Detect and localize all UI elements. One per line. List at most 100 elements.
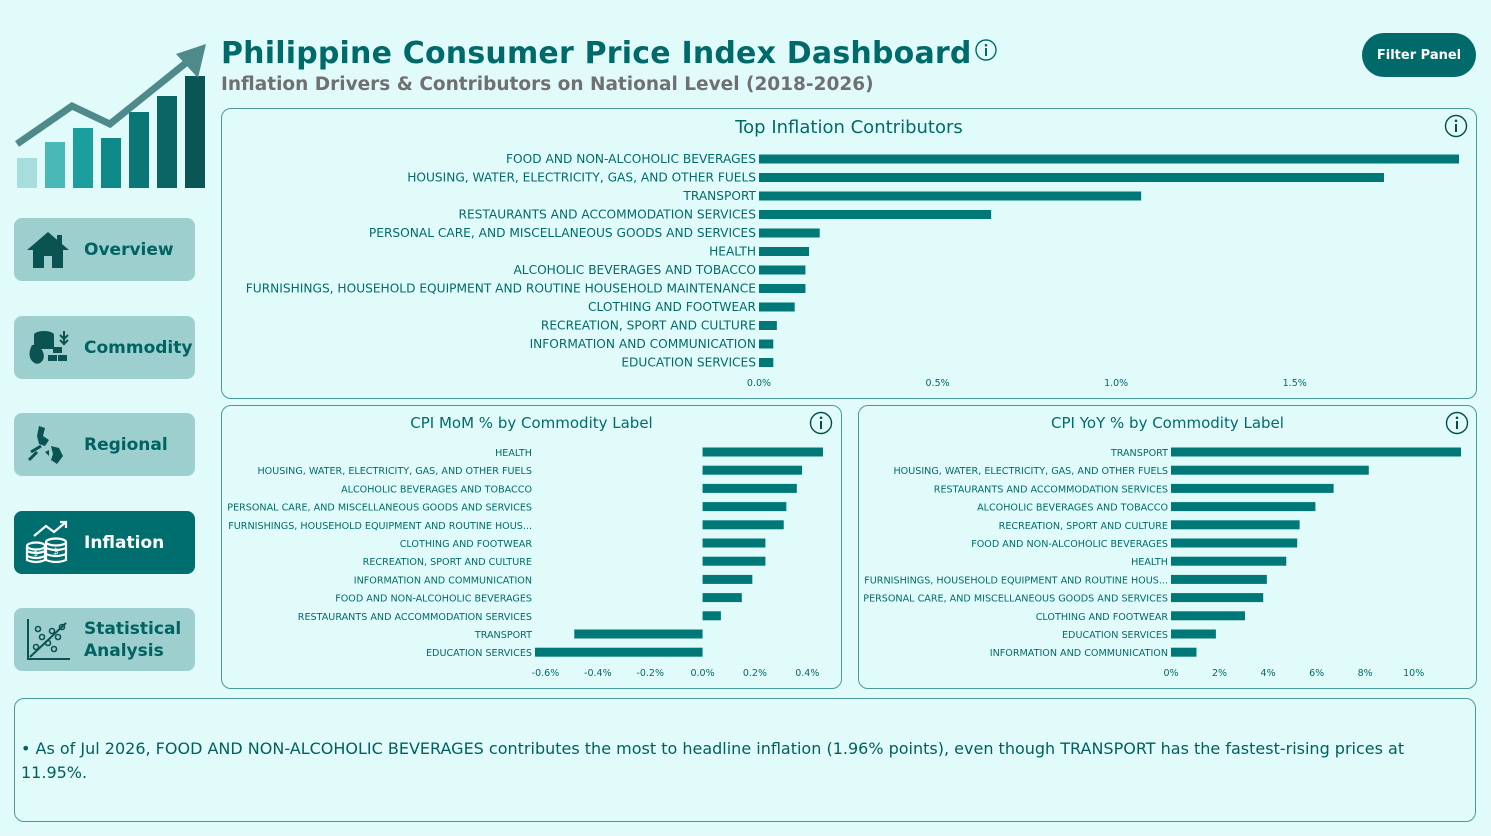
nav-inflation-button[interactable]: $ $ Inflation	[14, 511, 195, 574]
bar[interactable]	[759, 284, 806, 293]
bar[interactable]	[759, 358, 774, 367]
tick-label: 0%	[1163, 668, 1178, 679]
bar[interactable]	[759, 247, 809, 256]
bar[interactable]	[1171, 574, 1267, 584]
tick-label: 0.2%	[743, 668, 767, 679]
category-label: ALCOHOLIC BEVERAGES AND TOBACCO	[341, 484, 532, 495]
nav-overview-button[interactable]: Overview	[14, 218, 195, 281]
category-label: PERSONAL CARE, AND MISCELLANEOUS GOODS A…	[227, 503, 532, 514]
title-info-icon[interactable]	[975, 39, 997, 61]
bar[interactable]	[759, 228, 820, 238]
bar[interactable]	[574, 629, 703, 639]
top-inflation-contributors-card: Top Inflation Contributors FOOD AND NON-…	[221, 108, 1477, 399]
tick-label: 10%	[1403, 668, 1424, 679]
tick-label: -0.2%	[636, 668, 664, 679]
insight-box: • As of Jul 2026, FOOD AND NON-ALCOHOLIC…	[14, 698, 1476, 822]
bar[interactable]	[1171, 647, 1197, 657]
category-label: FOOD AND NON-ALCOHOLIC BEVERAGES	[971, 539, 1168, 550]
nav-commodity-label: Commodity	[84, 337, 193, 358]
bar[interactable]	[1171, 538, 1298, 548]
cpi-yoy-card: CPI YoY % by Commodity Label TRANSPORT HO…	[858, 405, 1477, 689]
category-label: CLOTHING AND FOOTWEAR	[1036, 612, 1169, 623]
filter-panel-button[interactable]: Filter Panel	[1362, 33, 1476, 77]
bar[interactable]	[759, 265, 806, 275]
commodity-icon	[22, 324, 74, 372]
tick-label: 6%	[1309, 668, 1324, 679]
bar[interactable]	[759, 154, 1459, 164]
category-label: RESTAURANTS AND ACCOMMODATION SERVICES	[298, 612, 532, 623]
bar[interactable]	[1171, 556, 1287, 566]
bar[interactable]	[702, 502, 787, 512]
chart-info-icon[interactable]	[1445, 411, 1469, 435]
category-label: EDUCATION SERVICES	[1062, 630, 1168, 641]
category-label: HEALTH	[1131, 557, 1168, 568]
chart-title: CPI MoM % by Commodity Label	[410, 414, 653, 432]
bar[interactable]	[1171, 465, 1369, 475]
bar[interactable]	[1171, 593, 1264, 603]
bar[interactable]	[759, 173, 1384, 182]
tick-label: 0.5%	[926, 378, 950, 389]
category-label: FOOD AND NON-ALCOHOLIC BEVERAGES	[506, 152, 756, 166]
category-label: HOUSING, WATER, ELECTRICITY, GAS, AND OT…	[893, 466, 1168, 477]
bar[interactable]	[759, 210, 992, 219]
chart-info-icon[interactable]	[1444, 114, 1468, 138]
bar[interactable]	[702, 465, 803, 475]
nav-statistical-analysis-label: Statistical Analysis	[84, 618, 182, 661]
bar[interactable]	[535, 647, 703, 657]
bar[interactable]	[702, 520, 784, 530]
nav-statistical-analysis-button[interactable]: Statistical Analysis	[14, 608, 195, 671]
nav-regional-label: Regional	[84, 434, 168, 455]
chart-info-icon[interactable]	[809, 411, 833, 435]
nav-commodity-button[interactable]: Commodity	[14, 316, 195, 379]
category-label: PERSONAL CARE, AND MISCELLANEOUS GOODS A…	[369, 226, 756, 240]
bar[interactable]	[759, 339, 774, 349]
category-label: RECREATION, SPORT AND CULTURE	[363, 557, 532, 568]
bar[interactable]	[702, 483, 797, 493]
category-label: FURNISHINGS, HOUSEHOLD EQUIPMENT AND ROU…	[228, 521, 532, 532]
svg-text:$: $	[53, 547, 59, 557]
bar[interactable]	[702, 611, 721, 621]
cpi-mom-card: CPI MoM % by Commodity Label HEALTH HOUSI…	[221, 405, 842, 689]
tick-label: 2%	[1212, 668, 1227, 679]
map-icon	[22, 421, 74, 469]
bar[interactable]	[702, 538, 766, 548]
bar[interactable]	[702, 447, 823, 457]
bar[interactable]	[702, 593, 742, 603]
nav-regional-button[interactable]: Regional	[14, 413, 195, 476]
category-label: ALCOHOLIC BEVERAGES AND TOBACCO	[977, 503, 1168, 514]
category-label: RESTAURANTS AND ACCOMMODATION SERVICES	[934, 484, 1168, 495]
category-label: TRANSPORT	[682, 189, 756, 203]
category-label: TRANSPORT	[474, 630, 532, 641]
bar[interactable]	[1171, 483, 1334, 493]
category-label: RECREATION, SPORT AND CULTURE	[541, 319, 756, 333]
bar[interactable]	[1171, 629, 1216, 639]
bar[interactable]	[1171, 520, 1300, 530]
home-icon	[22, 226, 74, 274]
category-label: RESTAURANTS AND ACCOMMODATION SERVICES	[458, 208, 756, 222]
category-label: EDUCATION SERVICES	[621, 356, 756, 370]
svg-text:$: $	[33, 549, 38, 558]
bar[interactable]	[759, 191, 1142, 201]
category-label: INFORMATION AND COMMUNICATION	[990, 648, 1168, 659]
bar[interactable]	[702, 556, 766, 566]
category-label: HEALTH	[495, 448, 532, 459]
bar[interactable]	[1171, 447, 1461, 457]
tick-label: 0.0%	[747, 378, 771, 389]
tick-label: 0.0%	[690, 668, 714, 679]
page-subtitle: Inflation Drivers & Contributors on Nati…	[221, 74, 874, 95]
category-label: TRANSPORT	[1110, 448, 1168, 459]
bar[interactable]	[702, 574, 753, 584]
page-title: Philippine Consumer Price Index Dashboar…	[221, 36, 972, 71]
tick-label: -0.6%	[532, 668, 560, 679]
bar[interactable]	[1171, 502, 1316, 512]
bar[interactable]	[759, 321, 777, 330]
category-label: ALCOHOLIC BEVERAGES AND TOBACCO	[513, 263, 756, 277]
nav-overview-label: Overview	[84, 239, 174, 260]
cpi-yoy-bar-chart: TRANSPORT HOUSING, WATER, ELECTRICITY, GA…	[863, 447, 1461, 679]
tick-label: 0.4%	[795, 668, 819, 679]
tick-label: 1.0%	[1104, 378, 1128, 389]
bar[interactable]	[759, 302, 795, 312]
bar[interactable]	[1171, 611, 1246, 621]
insight-text: • As of Jul 2026, FOOD AND NON-ALCOHOLIC…	[21, 739, 1405, 782]
scatter-plot-icon	[22, 616, 74, 664]
